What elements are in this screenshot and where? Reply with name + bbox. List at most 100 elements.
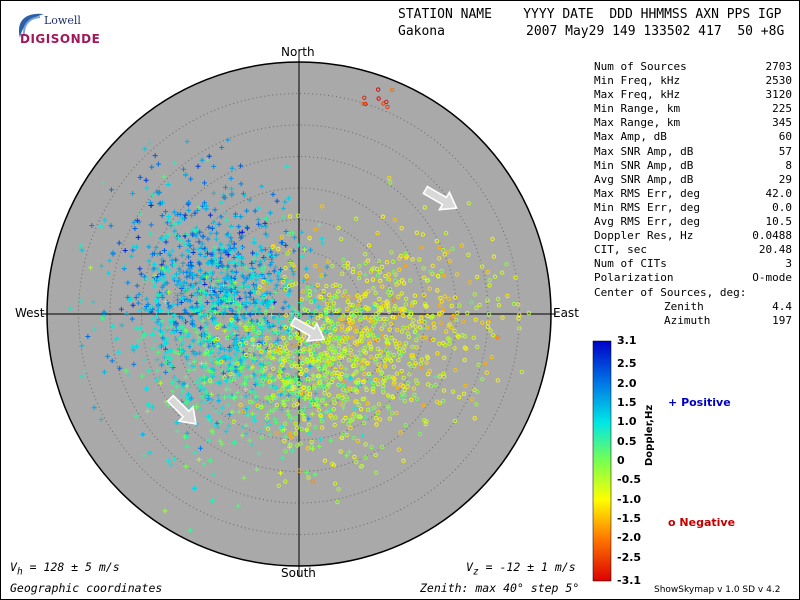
negative-source-point bbox=[451, 313, 456, 319]
negative-source-point bbox=[384, 348, 389, 353]
stat-row: Max Amp, dB 60 bbox=[594, 130, 792, 144]
negative-source-point bbox=[399, 291, 404, 296]
positive-source-point bbox=[231, 440, 237, 446]
positive-source-point bbox=[197, 316, 203, 322]
negative-source-point bbox=[411, 318, 416, 323]
positive-source-point bbox=[343, 366, 349, 372]
positive-source-point bbox=[190, 284, 196, 290]
positive-source-point bbox=[160, 335, 166, 341]
positive-source-point bbox=[210, 290, 216, 296]
positive-source-point bbox=[269, 304, 275, 310]
negative-source-point bbox=[297, 313, 302, 318]
colorbar-tick-label: -1.0 bbox=[617, 492, 642, 506]
negative-source-point bbox=[330, 416, 335, 421]
positive-source-point bbox=[237, 296, 243, 302]
negative-source-point bbox=[473, 317, 478, 322]
negative-source-point bbox=[374, 303, 379, 308]
negative-source-point bbox=[275, 330, 280, 335]
positive-source-point bbox=[180, 260, 186, 266]
negative-source-point bbox=[511, 301, 517, 307]
negative-source-point bbox=[347, 317, 352, 323]
negative-source-point bbox=[394, 410, 399, 416]
positive-source-point bbox=[279, 455, 285, 461]
negative-source-point bbox=[276, 246, 281, 252]
negative-source-point bbox=[229, 317, 234, 323]
positive-source-point bbox=[245, 404, 251, 410]
negative-source-point bbox=[337, 343, 342, 349]
positive-source-point bbox=[158, 328, 164, 334]
positive-source-point bbox=[194, 329, 200, 335]
positive-source-point bbox=[169, 257, 175, 263]
negative-source-point bbox=[268, 343, 274, 348]
negative-source-point bbox=[336, 336, 341, 341]
positive-source-point bbox=[308, 247, 314, 253]
positive-source-point bbox=[229, 191, 235, 197]
positive-source-point bbox=[209, 397, 215, 403]
header-values: 2007 May29 149 133502 417 50 +8G bbox=[526, 24, 785, 39]
positive-source-point bbox=[236, 409, 242, 415]
positive-source-point bbox=[227, 378, 233, 384]
negative-source-point bbox=[387, 175, 392, 181]
positive-source-point bbox=[163, 239, 169, 245]
positive-source-point bbox=[191, 306, 197, 312]
positive-source-point bbox=[274, 282, 280, 288]
positive-source-point bbox=[290, 354, 296, 360]
positive-source-point bbox=[197, 294, 203, 300]
positive-source-point bbox=[286, 303, 292, 309]
positive-source-point bbox=[243, 393, 249, 399]
negative-source-point bbox=[263, 310, 268, 315]
positive-source-point bbox=[158, 271, 164, 277]
negative-source-point bbox=[313, 227, 318, 232]
positive-source-point bbox=[252, 309, 258, 315]
negative-source-point bbox=[391, 259, 396, 264]
positive-source-point bbox=[210, 471, 216, 477]
negative-source-point bbox=[294, 391, 300, 396]
positive-source-point bbox=[200, 295, 206, 301]
negative-source-point bbox=[424, 419, 429, 424]
negative-source-point bbox=[432, 325, 437, 331]
positive-source-point bbox=[194, 273, 200, 279]
positive-source-point bbox=[195, 163, 201, 169]
positive-source-point bbox=[229, 308, 235, 314]
negative-source-point bbox=[304, 296, 310, 301]
positive-source-point bbox=[221, 275, 227, 281]
positive-source-point bbox=[252, 302, 258, 308]
negative-source-point bbox=[354, 380, 359, 385]
negative-source-point bbox=[462, 357, 467, 363]
negative-source-point bbox=[304, 289, 309, 294]
negative-source-point bbox=[340, 316, 345, 321]
negative-source-point bbox=[379, 305, 384, 310]
negative-source-point bbox=[356, 402, 361, 407]
negative-source-point bbox=[336, 382, 341, 388]
negative-source-point bbox=[373, 452, 378, 458]
positive-source-point bbox=[197, 384, 203, 390]
positive-source-point bbox=[160, 330, 166, 336]
logo-digisonde-text: DIGISONDE bbox=[20, 32, 101, 46]
positive-source-point bbox=[253, 377, 259, 383]
positive-source-point bbox=[346, 343, 352, 349]
negative-source-point bbox=[485, 298, 490, 303]
negative-source-point bbox=[388, 358, 394, 363]
negative-source-point bbox=[298, 390, 304, 396]
positive-source-point bbox=[200, 377, 206, 383]
positive-source-point bbox=[174, 420, 180, 426]
negative-source-point bbox=[366, 371, 371, 377]
positive-source-point bbox=[132, 225, 138, 231]
negative-source-point bbox=[412, 293, 418, 298]
positive-source-point bbox=[217, 438, 223, 444]
positive-source-point bbox=[203, 271, 209, 277]
positive-source-point bbox=[144, 185, 150, 191]
positive-source-point bbox=[146, 368, 152, 374]
negative-source-point bbox=[450, 389, 456, 394]
negative-source-point bbox=[301, 334, 307, 339]
positive-source-point bbox=[222, 328, 228, 334]
negative-source-point bbox=[315, 282, 320, 287]
negative-source-point bbox=[414, 396, 420, 402]
negative-source-point bbox=[351, 266, 356, 272]
positive-source-point bbox=[162, 341, 168, 347]
positive-source-point bbox=[256, 450, 262, 456]
negative-source-point bbox=[291, 262, 296, 267]
negative-source-point bbox=[412, 392, 417, 398]
negative-source-point bbox=[314, 397, 319, 402]
negative-source-point bbox=[343, 347, 348, 352]
